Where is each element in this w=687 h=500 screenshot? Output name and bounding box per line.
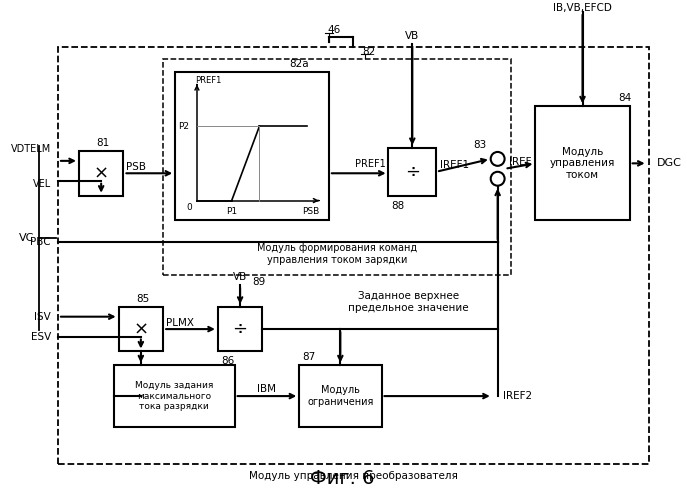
Text: 86: 86 xyxy=(221,356,234,366)
Text: IREF: IREF xyxy=(508,157,531,167)
Text: Модуль
ограничения: Модуль ограничения xyxy=(307,386,374,407)
Text: VC: VC xyxy=(19,233,34,243)
Text: ×: × xyxy=(133,320,148,338)
Text: 82: 82 xyxy=(362,46,375,56)
Text: PREF1: PREF1 xyxy=(355,160,386,170)
Text: PSB: PSB xyxy=(302,206,319,216)
Bar xyxy=(79,151,124,196)
Text: Заданное верхнее
предельное значение: Заданное верхнее предельное значение xyxy=(348,291,469,312)
Text: Модуль
управления
током: Модуль управления током xyxy=(550,146,615,180)
Text: Модуль формирования команд
управления током зарядки: Модуль формирования команд управления то… xyxy=(257,244,417,265)
Text: VEL: VEL xyxy=(33,178,51,188)
Text: P1: P1 xyxy=(226,206,237,216)
Text: 84: 84 xyxy=(618,94,631,104)
Bar xyxy=(388,148,436,196)
Text: ÷: ÷ xyxy=(405,163,420,181)
Text: 46: 46 xyxy=(327,25,341,35)
Text: VDTELM: VDTELM xyxy=(11,144,51,154)
Text: ÷: ÷ xyxy=(233,320,247,338)
Text: 89: 89 xyxy=(252,277,265,287)
Text: ESV: ESV xyxy=(31,332,51,342)
Text: Модуль управления преобразователя: Модуль управления преобразователя xyxy=(249,472,458,482)
Text: 0: 0 xyxy=(186,202,192,211)
Text: IREF1: IREF1 xyxy=(440,160,469,170)
Text: 85: 85 xyxy=(136,294,150,304)
Text: 82a: 82a xyxy=(289,58,309,68)
Text: VB: VB xyxy=(405,31,420,41)
Text: ISV: ISV xyxy=(34,312,51,322)
Text: P2: P2 xyxy=(178,122,189,130)
Text: 87: 87 xyxy=(302,352,315,362)
Text: PLMX: PLMX xyxy=(166,318,194,328)
Text: PSB: PSB xyxy=(126,162,146,172)
Text: PBC: PBC xyxy=(30,238,51,248)
Bar xyxy=(175,72,329,221)
Bar xyxy=(119,307,164,352)
Text: DGC: DGC xyxy=(657,158,682,168)
Bar xyxy=(113,366,235,427)
Text: IREF2: IREF2 xyxy=(503,391,532,401)
Bar xyxy=(218,307,262,352)
Bar xyxy=(535,106,630,220)
Bar xyxy=(58,46,649,464)
Bar xyxy=(164,58,510,275)
Text: IBM: IBM xyxy=(258,384,276,394)
Text: PREF1: PREF1 xyxy=(195,76,221,85)
Text: ×: × xyxy=(93,164,109,182)
Text: IB,VB,EFCD: IB,VB,EFCD xyxy=(553,3,612,13)
Text: Фиг. 6: Фиг. 6 xyxy=(310,470,374,488)
Text: Модуль задания
максимального
тока разрядки: Модуль задания максимального тока разряд… xyxy=(135,381,213,411)
Text: 81: 81 xyxy=(97,138,110,148)
Text: VB: VB xyxy=(233,272,247,282)
Bar xyxy=(299,366,381,427)
Text: 88: 88 xyxy=(392,200,405,210)
Text: 83: 83 xyxy=(473,140,486,150)
